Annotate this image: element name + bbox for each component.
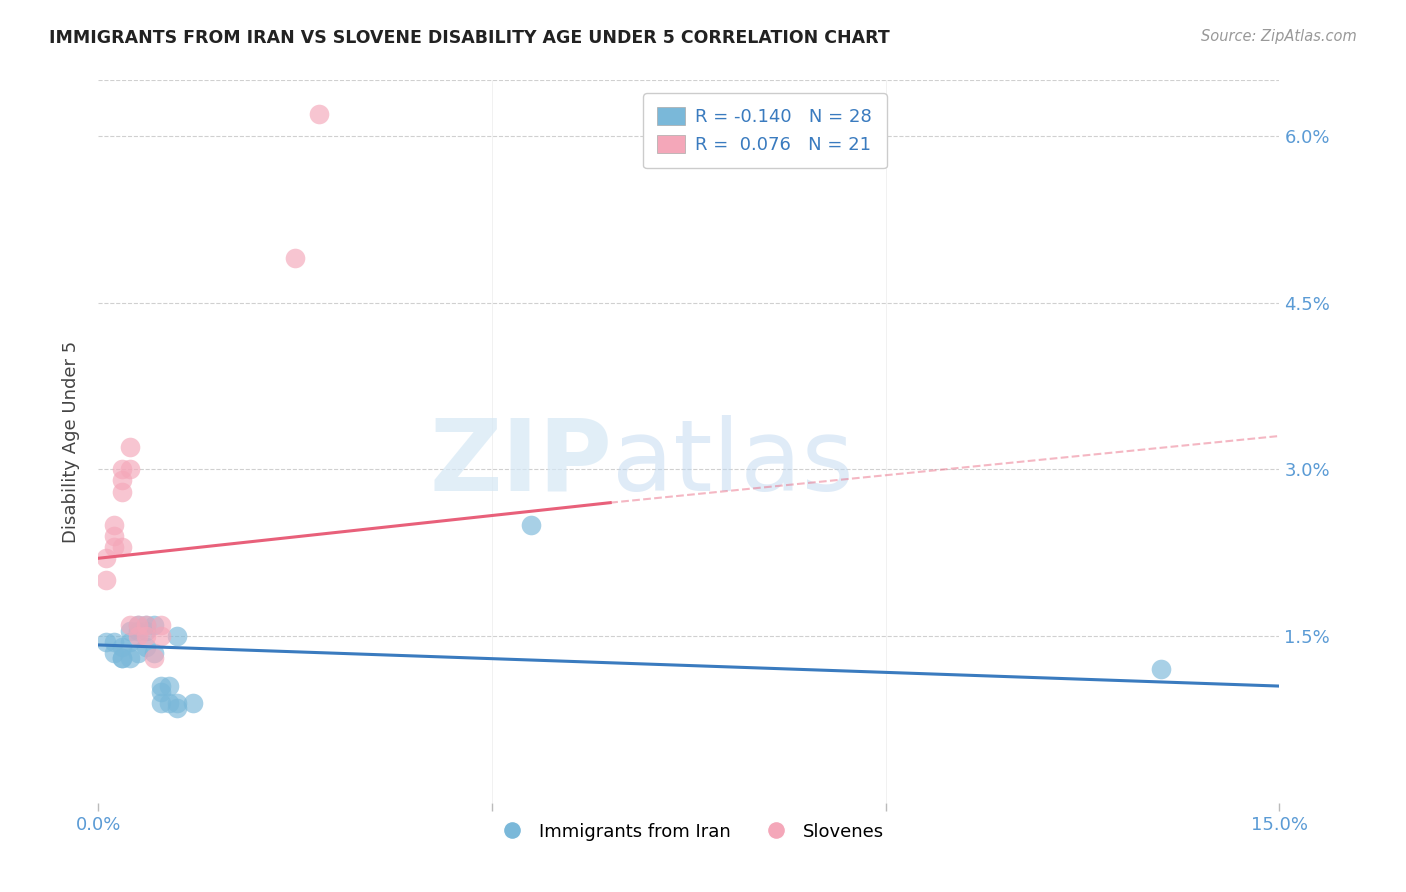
Text: IMMIGRANTS FROM IRAN VS SLOVENE DISABILITY AGE UNDER 5 CORRELATION CHART: IMMIGRANTS FROM IRAN VS SLOVENE DISABILI… bbox=[49, 29, 890, 46]
Point bbox=[308, 106, 330, 120]
Point bbox=[118, 624, 141, 638]
Point bbox=[150, 696, 173, 710]
Point bbox=[135, 629, 157, 643]
Point bbox=[166, 701, 188, 715]
Point bbox=[118, 651, 141, 665]
Point bbox=[111, 651, 134, 665]
Point bbox=[520, 517, 543, 532]
Point bbox=[111, 462, 134, 476]
Point bbox=[127, 618, 149, 632]
Point bbox=[96, 574, 118, 588]
Point bbox=[135, 618, 157, 632]
Point bbox=[127, 618, 149, 632]
Point bbox=[111, 651, 134, 665]
Point bbox=[118, 618, 141, 632]
Point bbox=[118, 440, 141, 454]
Text: atlas: atlas bbox=[612, 415, 853, 512]
Point bbox=[103, 646, 125, 660]
Point bbox=[111, 540, 134, 554]
Point bbox=[127, 629, 149, 643]
Point bbox=[96, 551, 118, 566]
Point bbox=[127, 624, 149, 638]
Point bbox=[135, 624, 157, 638]
Point bbox=[1150, 662, 1173, 676]
Point bbox=[157, 696, 180, 710]
Point bbox=[166, 629, 188, 643]
Point bbox=[96, 634, 118, 648]
Point bbox=[150, 618, 173, 632]
Point bbox=[166, 696, 188, 710]
Point bbox=[118, 634, 141, 648]
Point bbox=[135, 618, 157, 632]
Point bbox=[103, 517, 125, 532]
Point bbox=[142, 646, 165, 660]
Point bbox=[142, 618, 165, 632]
Point bbox=[111, 640, 134, 655]
Point bbox=[150, 679, 173, 693]
Point bbox=[150, 684, 173, 698]
Point bbox=[103, 540, 125, 554]
Y-axis label: Disability Age Under 5: Disability Age Under 5 bbox=[62, 341, 80, 542]
Point bbox=[103, 634, 125, 648]
Text: Source: ZipAtlas.com: Source: ZipAtlas.com bbox=[1201, 29, 1357, 44]
Point bbox=[150, 629, 173, 643]
Point bbox=[111, 484, 134, 499]
Legend: Immigrants from Iran, Slovenes: Immigrants from Iran, Slovenes bbox=[486, 815, 891, 848]
Point bbox=[142, 651, 165, 665]
Point bbox=[181, 696, 204, 710]
Point bbox=[157, 679, 180, 693]
Text: ZIP: ZIP bbox=[429, 415, 612, 512]
Point bbox=[284, 251, 307, 265]
Point bbox=[127, 646, 149, 660]
Point bbox=[111, 474, 134, 488]
Point bbox=[103, 529, 125, 543]
Point bbox=[135, 640, 157, 655]
Point bbox=[118, 462, 141, 476]
